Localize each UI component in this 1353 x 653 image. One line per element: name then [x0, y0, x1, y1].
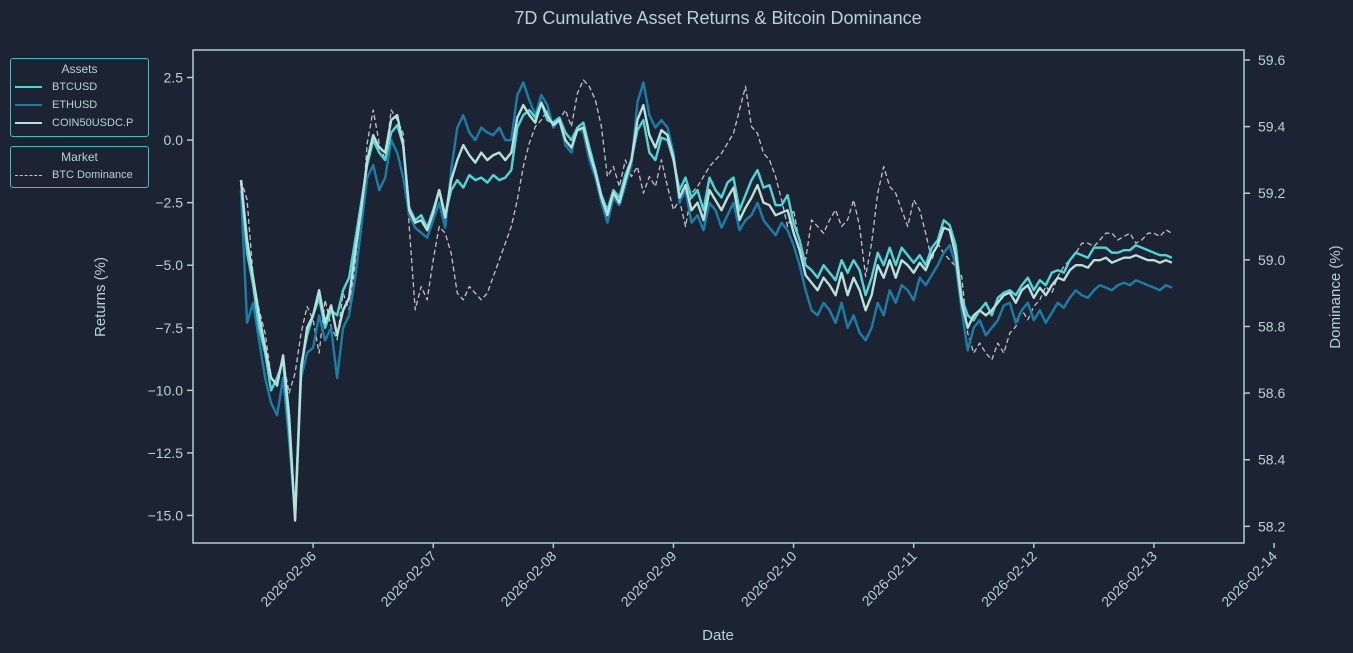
legend-swatch-ethusd — [15, 104, 42, 106]
y2-tick-label: 58.2 — [1258, 518, 1285, 534]
y-axis-left: 2.5 0.0 −2.5 −5.0 −7.5 −10.0 −12.5 −15.0 — [148, 70, 193, 523]
legend-item-coin50: COIN50USDC.P — [11, 114, 148, 132]
x-tick-label: 2026-02-10 — [738, 548, 800, 610]
legend-assets: Assets BTCUSD ETHUSD COIN50USDC.P — [10, 58, 149, 137]
y-axis-label: Returns (%) — [92, 257, 109, 337]
x-tick-label: 2026-02-11 — [859, 548, 920, 609]
series-line-btc-dominance — [240, 79, 1173, 394]
series-line-btcusd — [239, 101, 1173, 517]
series-layer — [239, 79, 1173, 522]
y-tick-label: −7.5 — [155, 320, 183, 336]
y2-axis-label: Dominance (%) — [1327, 245, 1344, 348]
x-tick-label: 2026-02-12 — [978, 548, 1040, 610]
y-axis-right: 59.6 59.4 59.2 59.0 58.8 58.6 58.4 58.2 — [1244, 52, 1285, 534]
y-tick-label: 2.5 — [164, 70, 184, 86]
x-tick-label: 2026-02-13 — [1098, 548, 1160, 610]
y2-tick-label: 58.8 — [1258, 318, 1285, 334]
legend-label: ETHUSD — [52, 99, 98, 111]
y2-tick-label: 58.6 — [1258, 385, 1285, 401]
y2-tick-label: 59.0 — [1258, 252, 1285, 268]
legend-item-ethusd: ETHUSD — [11, 96, 148, 114]
y-tick-label: −15.0 — [148, 507, 184, 523]
y2-tick-label: 59.4 — [1258, 119, 1285, 135]
legend-label: BTC Dominance — [52, 169, 133, 181]
legend-swatch-btc-dominance — [15, 174, 42, 176]
legend-item-btc-dominance: BTC Dominance — [11, 166, 148, 184]
legend-market-title: Market — [61, 150, 98, 164]
series-line-coin50usdc-p — [239, 101, 1173, 522]
y-tick-label: 0.0 — [164, 132, 184, 148]
x-axis-label: Date — [702, 627, 734, 644]
y2-tick-label: 58.4 — [1258, 452, 1285, 468]
x-tick-label: 2026-02-14 — [1218, 548, 1280, 610]
y-tick-label: −5.0 — [155, 257, 183, 273]
legend-label: COIN50USDC.P — [52, 117, 134, 129]
x-axis: 2026-02-06 2026-02-07 2026-02-08 2026-02-09… — [257, 543, 1280, 610]
legend-label: BTCUSD — [52, 81, 98, 93]
y-tick-label: −10.0 — [148, 382, 184, 398]
legend-swatch-btcusd — [15, 86, 42, 88]
plot-frame — [192, 49, 1245, 544]
series-line-ethusd — [239, 81, 1173, 517]
x-tick-label: 2026-02-06 — [257, 548, 319, 610]
y2-tick-label: 59.2 — [1258, 185, 1285, 201]
y-tick-label: −2.5 — [155, 195, 183, 211]
legend-swatch-coin50 — [15, 122, 42, 124]
legend-market: Market BTC Dominance — [10, 146, 149, 188]
x-tick-label: 2026-02-07 — [377, 548, 439, 610]
x-tick-label: 2026-02-09 — [618, 548, 680, 610]
x-tick-label: 2026-02-08 — [498, 548, 560, 610]
legend-item-btcusd: BTCUSD — [11, 78, 148, 96]
y2-tick-label: 59.6 — [1258, 52, 1285, 68]
legend-assets-title: Assets — [61, 62, 98, 76]
chart-title: 7D Cumulative Asset Returns & Bitcoin Do… — [514, 8, 921, 28]
y-tick-label: −12.5 — [148, 445, 184, 461]
